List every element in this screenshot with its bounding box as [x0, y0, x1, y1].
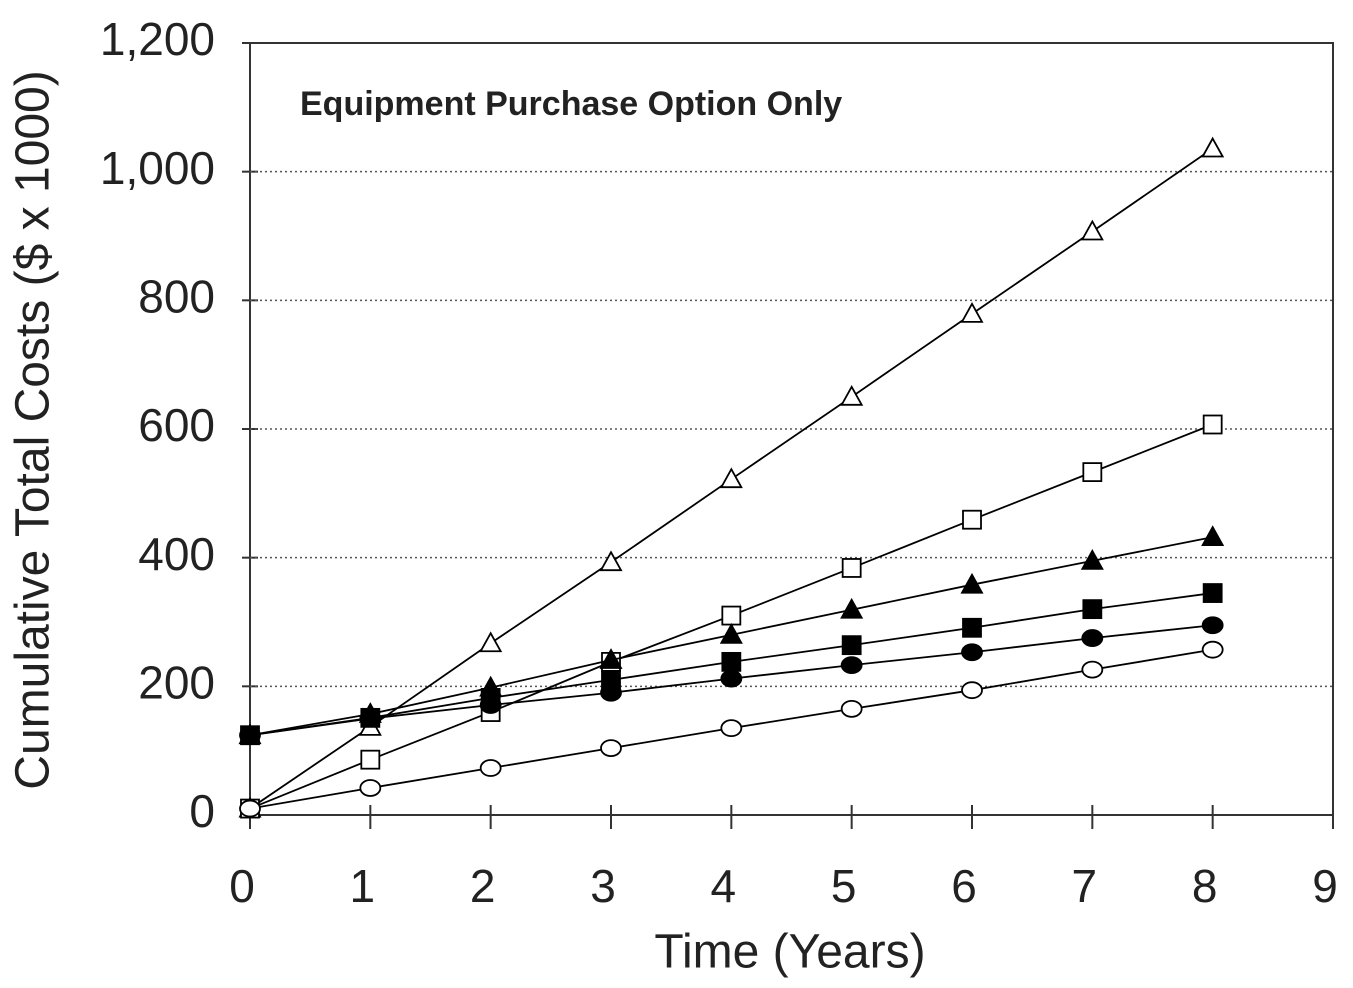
triangle-marker [1201, 136, 1225, 158]
circle-marker [1201, 616, 1224, 635]
circle-marker [359, 709, 382, 728]
x-tick-label: 0 [229, 860, 255, 912]
x-tick-label: 6 [951, 860, 977, 912]
square-marker [841, 558, 862, 578]
circle-marker [359, 779, 382, 797]
triangle-marker [599, 550, 623, 572]
circle-marker [840, 656, 863, 675]
square-marker [962, 617, 982, 638]
y-tick-label: 600 [138, 399, 215, 451]
circle-marker [1081, 660, 1104, 679]
square-marker [1202, 583, 1223, 603]
y-tick-label: 0 [189, 785, 215, 837]
x-tick-label: 7 [1072, 860, 1098, 912]
y-axis-title: Cumulative Total Costs ($ x 1000) [7, 70, 60, 789]
triangle-marker [479, 631, 503, 653]
square-marker [1202, 414, 1223, 435]
y-tick-label: 400 [138, 528, 215, 580]
x-tick-label: 9 [1312, 860, 1338, 912]
y-tick-label: 1,000 [100, 142, 215, 194]
triangle-marker [1080, 549, 1104, 570]
circle-marker [239, 726, 261, 745]
triangle-marker [960, 301, 984, 323]
y-tick-label: 200 [138, 656, 215, 708]
square-marker [721, 651, 742, 672]
x-tick-label: 4 [711, 860, 737, 912]
chart-title: Equipment Purchase Option Only [300, 85, 842, 123]
square-marker [1082, 599, 1103, 620]
x-tick-label: 5 [831, 860, 857, 912]
y-tick-label: 800 [138, 270, 215, 322]
triangle-marker [1080, 219, 1104, 241]
circle-marker [1201, 640, 1224, 659]
x-tick-label: 3 [590, 860, 616, 912]
triangle-marker [719, 623, 743, 644]
circle-marker [961, 643, 983, 662]
square-marker [841, 635, 862, 656]
triangle-marker [719, 467, 743, 489]
square-marker [1082, 462, 1103, 483]
circle-marker [600, 739, 622, 757]
triangle-marker [1201, 525, 1225, 546]
circle-marker [239, 799, 261, 818]
x-axis-title: Time (Years) [654, 926, 925, 979]
triangle-marker [840, 384, 864, 406]
x-tick-label: 2 [470, 860, 496, 912]
triangle-marker [960, 572, 984, 594]
triangle-marker [840, 597, 864, 619]
circle-marker [479, 759, 502, 777]
triangle-marker [599, 648, 623, 669]
circle-marker [600, 683, 622, 702]
square-marker [962, 509, 982, 530]
circle-marker [1081, 629, 1104, 647]
circle-marker [840, 699, 863, 718]
circle-marker [961, 681, 983, 700]
y-tick-label: 1,200 [100, 13, 215, 65]
x-tick-label: 1 [350, 860, 376, 912]
square-marker [360, 749, 381, 770]
x-tick-label: 8 [1192, 860, 1218, 912]
circle-marker [720, 669, 743, 688]
circle-marker [720, 719, 743, 738]
square-marker [721, 605, 742, 626]
circle-marker [479, 696, 502, 714]
